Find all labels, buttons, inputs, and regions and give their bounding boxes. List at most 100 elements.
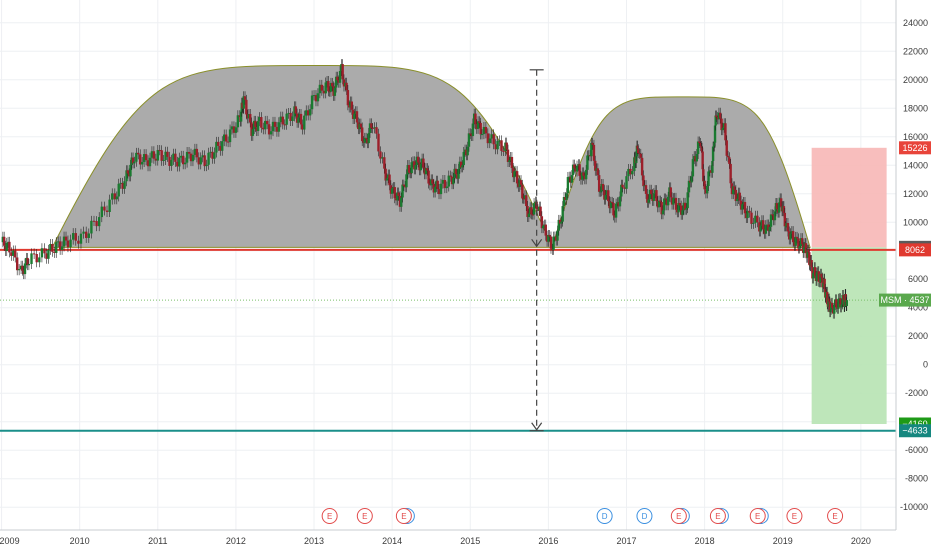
candle-body [199, 157, 202, 165]
candle-body [21, 265, 24, 271]
candle-body [824, 292, 828, 298]
candle-body [794, 236, 797, 246]
candle-body [62, 236, 66, 247]
candle-body [222, 134, 226, 142]
candle-body [661, 210, 665, 215]
position-tool[interactable] [811, 147, 887, 424]
candle-body [612, 202, 615, 216]
price-tag-label: MSM · 4537 [880, 295, 929, 305]
candle-body [254, 120, 257, 128]
measure-arrow [529, 69, 544, 432]
candle-body [733, 186, 736, 190]
candle-body [215, 141, 218, 153]
candle-body [596, 168, 600, 176]
candle-body [711, 160, 714, 173]
candle-body [494, 144, 497, 150]
candle-body [586, 155, 589, 170]
candle-body [328, 91, 331, 93]
measure-arrowhead-mid [531, 238, 543, 248]
candle-body [582, 172, 585, 176]
candle-body [779, 198, 783, 207]
candle-body [545, 235, 549, 242]
candle-body [355, 111, 359, 123]
event-marker-label: E [715, 512, 720, 521]
candle-body [716, 117, 719, 120]
x-tick-label: 2012 [226, 536, 246, 546]
candle-body [530, 207, 533, 215]
candle-body [299, 113, 303, 125]
candle-body [837, 298, 840, 309]
candle-body [465, 149, 468, 156]
candle-body [801, 238, 804, 245]
candle-body [419, 163, 422, 171]
candle-body [298, 113, 301, 118]
y-tick-label: -6000 [905, 445, 928, 455]
candle-body [696, 141, 700, 155]
horizontal-levels [0, 248, 896, 432]
candle-body [185, 151, 189, 163]
candle-body [786, 223, 790, 232]
candle-body [601, 183, 605, 191]
candle-body [409, 172, 412, 174]
candle-body [357, 122, 360, 130]
candle-body [180, 155, 183, 158]
candle-body [462, 151, 465, 166]
candle-body [804, 243, 808, 254]
candle-body [398, 196, 402, 207]
y-tick-label: 10000 [903, 217, 928, 227]
candle-body [722, 123, 726, 128]
candle-body [646, 193, 649, 203]
candle-body [60, 246, 64, 250]
y-tick-label: 24000 [903, 18, 928, 28]
candle-body [209, 151, 212, 153]
candle-body [30, 253, 33, 264]
candle-body [695, 154, 699, 162]
candle-body [762, 220, 765, 230]
candle-body [698, 141, 701, 143]
candle-body [364, 137, 368, 139]
candle-body [575, 165, 579, 172]
price-tag [879, 293, 931, 307]
candle-body [647, 199, 650, 203]
candle-body [660, 202, 663, 215]
candle-body [636, 145, 639, 150]
candle-body [813, 267, 817, 276]
candle-body [381, 157, 384, 159]
candle-body [205, 164, 208, 167]
candle-body [486, 133, 490, 144]
candle-body [739, 200, 743, 210]
candle-body [338, 70, 342, 83]
candle-body [436, 180, 439, 189]
candle-body [366, 138, 369, 144]
candle-body [519, 180, 523, 185]
candle-body [650, 189, 653, 195]
candle-body [694, 156, 697, 162]
candle-body [291, 116, 294, 121]
candle-body [393, 187, 396, 199]
event-marker-label: D [642, 512, 648, 521]
candle-body [614, 203, 618, 218]
candle-body [690, 176, 693, 183]
candle-body [526, 206, 529, 217]
candle-body [599, 191, 602, 193]
candle-body [401, 184, 404, 198]
candle-body [700, 146, 703, 148]
candle-body [56, 241, 60, 243]
candle-body [403, 185, 407, 188]
candle-body [310, 95, 314, 110]
candle-body [170, 159, 173, 166]
x-tick-label: 2016 [538, 536, 558, 546]
candle-body [373, 127, 376, 129]
candle-body [10, 252, 13, 256]
candle-body [238, 115, 242, 117]
candle-body [754, 215, 757, 223]
candle-body [457, 168, 460, 179]
candle-body [22, 270, 25, 275]
candle-body [620, 184, 623, 197]
candle-body [685, 208, 688, 210]
take-profit-zone [811, 247, 887, 424]
candle-body [150, 151, 154, 158]
candle-body [287, 112, 290, 114]
candle-body [752, 222, 755, 224]
